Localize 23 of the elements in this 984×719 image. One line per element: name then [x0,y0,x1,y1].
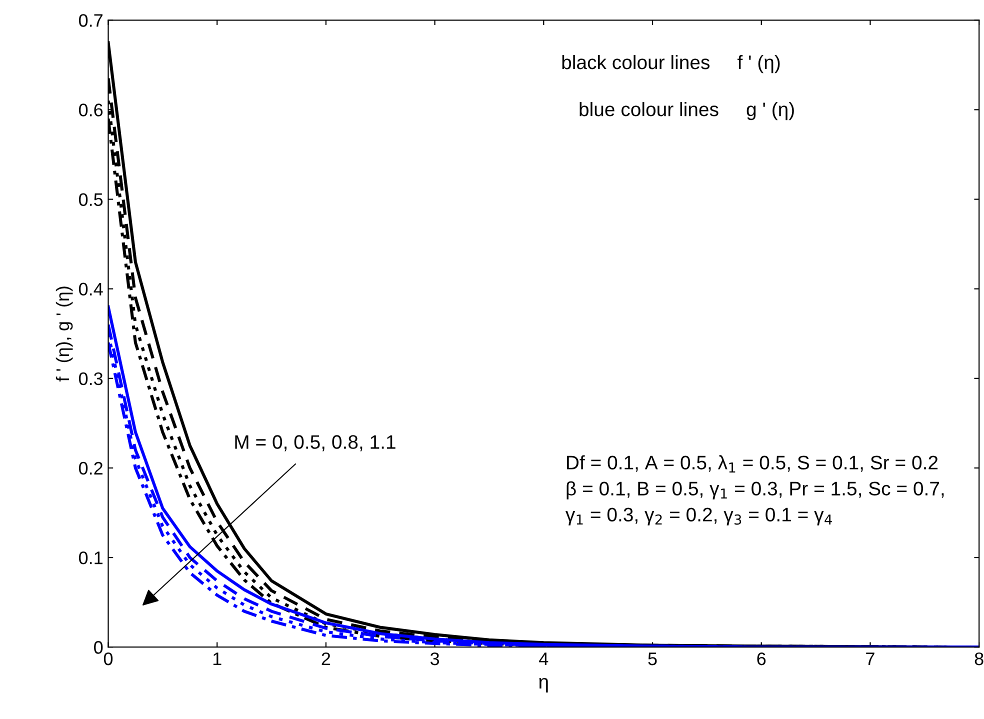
y-tick-label: 0.3 [78,372,103,386]
y-tick-label: 0.5 [78,193,103,206]
y-axis-title: f ' (η), g ' (η) [56,286,73,382]
x-tick-label: 7 [866,652,874,666]
y-tick-label: 0.7 [78,14,102,27]
y-tick-label: 0 [94,641,103,654]
annotation: blue colour lines g ' (η) [580,102,794,120]
x-tick-label: 1 [213,652,222,666]
x-axis-title: η [539,678,548,692]
x-tick-label: 8 [974,652,984,666]
x-tick-label: 4 [539,652,548,666]
x-tick-label: 0 [104,652,113,666]
y-tick-label: 0.2 [78,462,102,475]
x-tick-label: 3 [430,652,440,666]
x-tick-label: 5 [648,652,657,666]
x-tick-label: 2 [322,652,330,666]
text: Df = 0.1, A = 0.5, λ$_{1}$ = 0.5, S = 0.1, Sr = 0.2 β = 0.1, B = 0.5, γ$_{1}$ = 0.3, Pr = 1.5, Sc = 0.7, γ$_{1}$ = 0.3, γ$_{2}$ = 0.2, γ$_{3}$ = 0.1 = γ$_{4}$ [566,455,944,526]
y-tick-label: 0.6 [78,104,103,116]
x-tick-label: 6 [757,652,766,666]
annotation: M = 0, 0.5, 0.8, 1.1 [235,435,396,452]
annotation: black colour lines f ' (η) [562,54,780,74]
y-tick-label: 0.1 [78,551,102,564]
y-tick-label: 0.4 [78,282,103,296]
